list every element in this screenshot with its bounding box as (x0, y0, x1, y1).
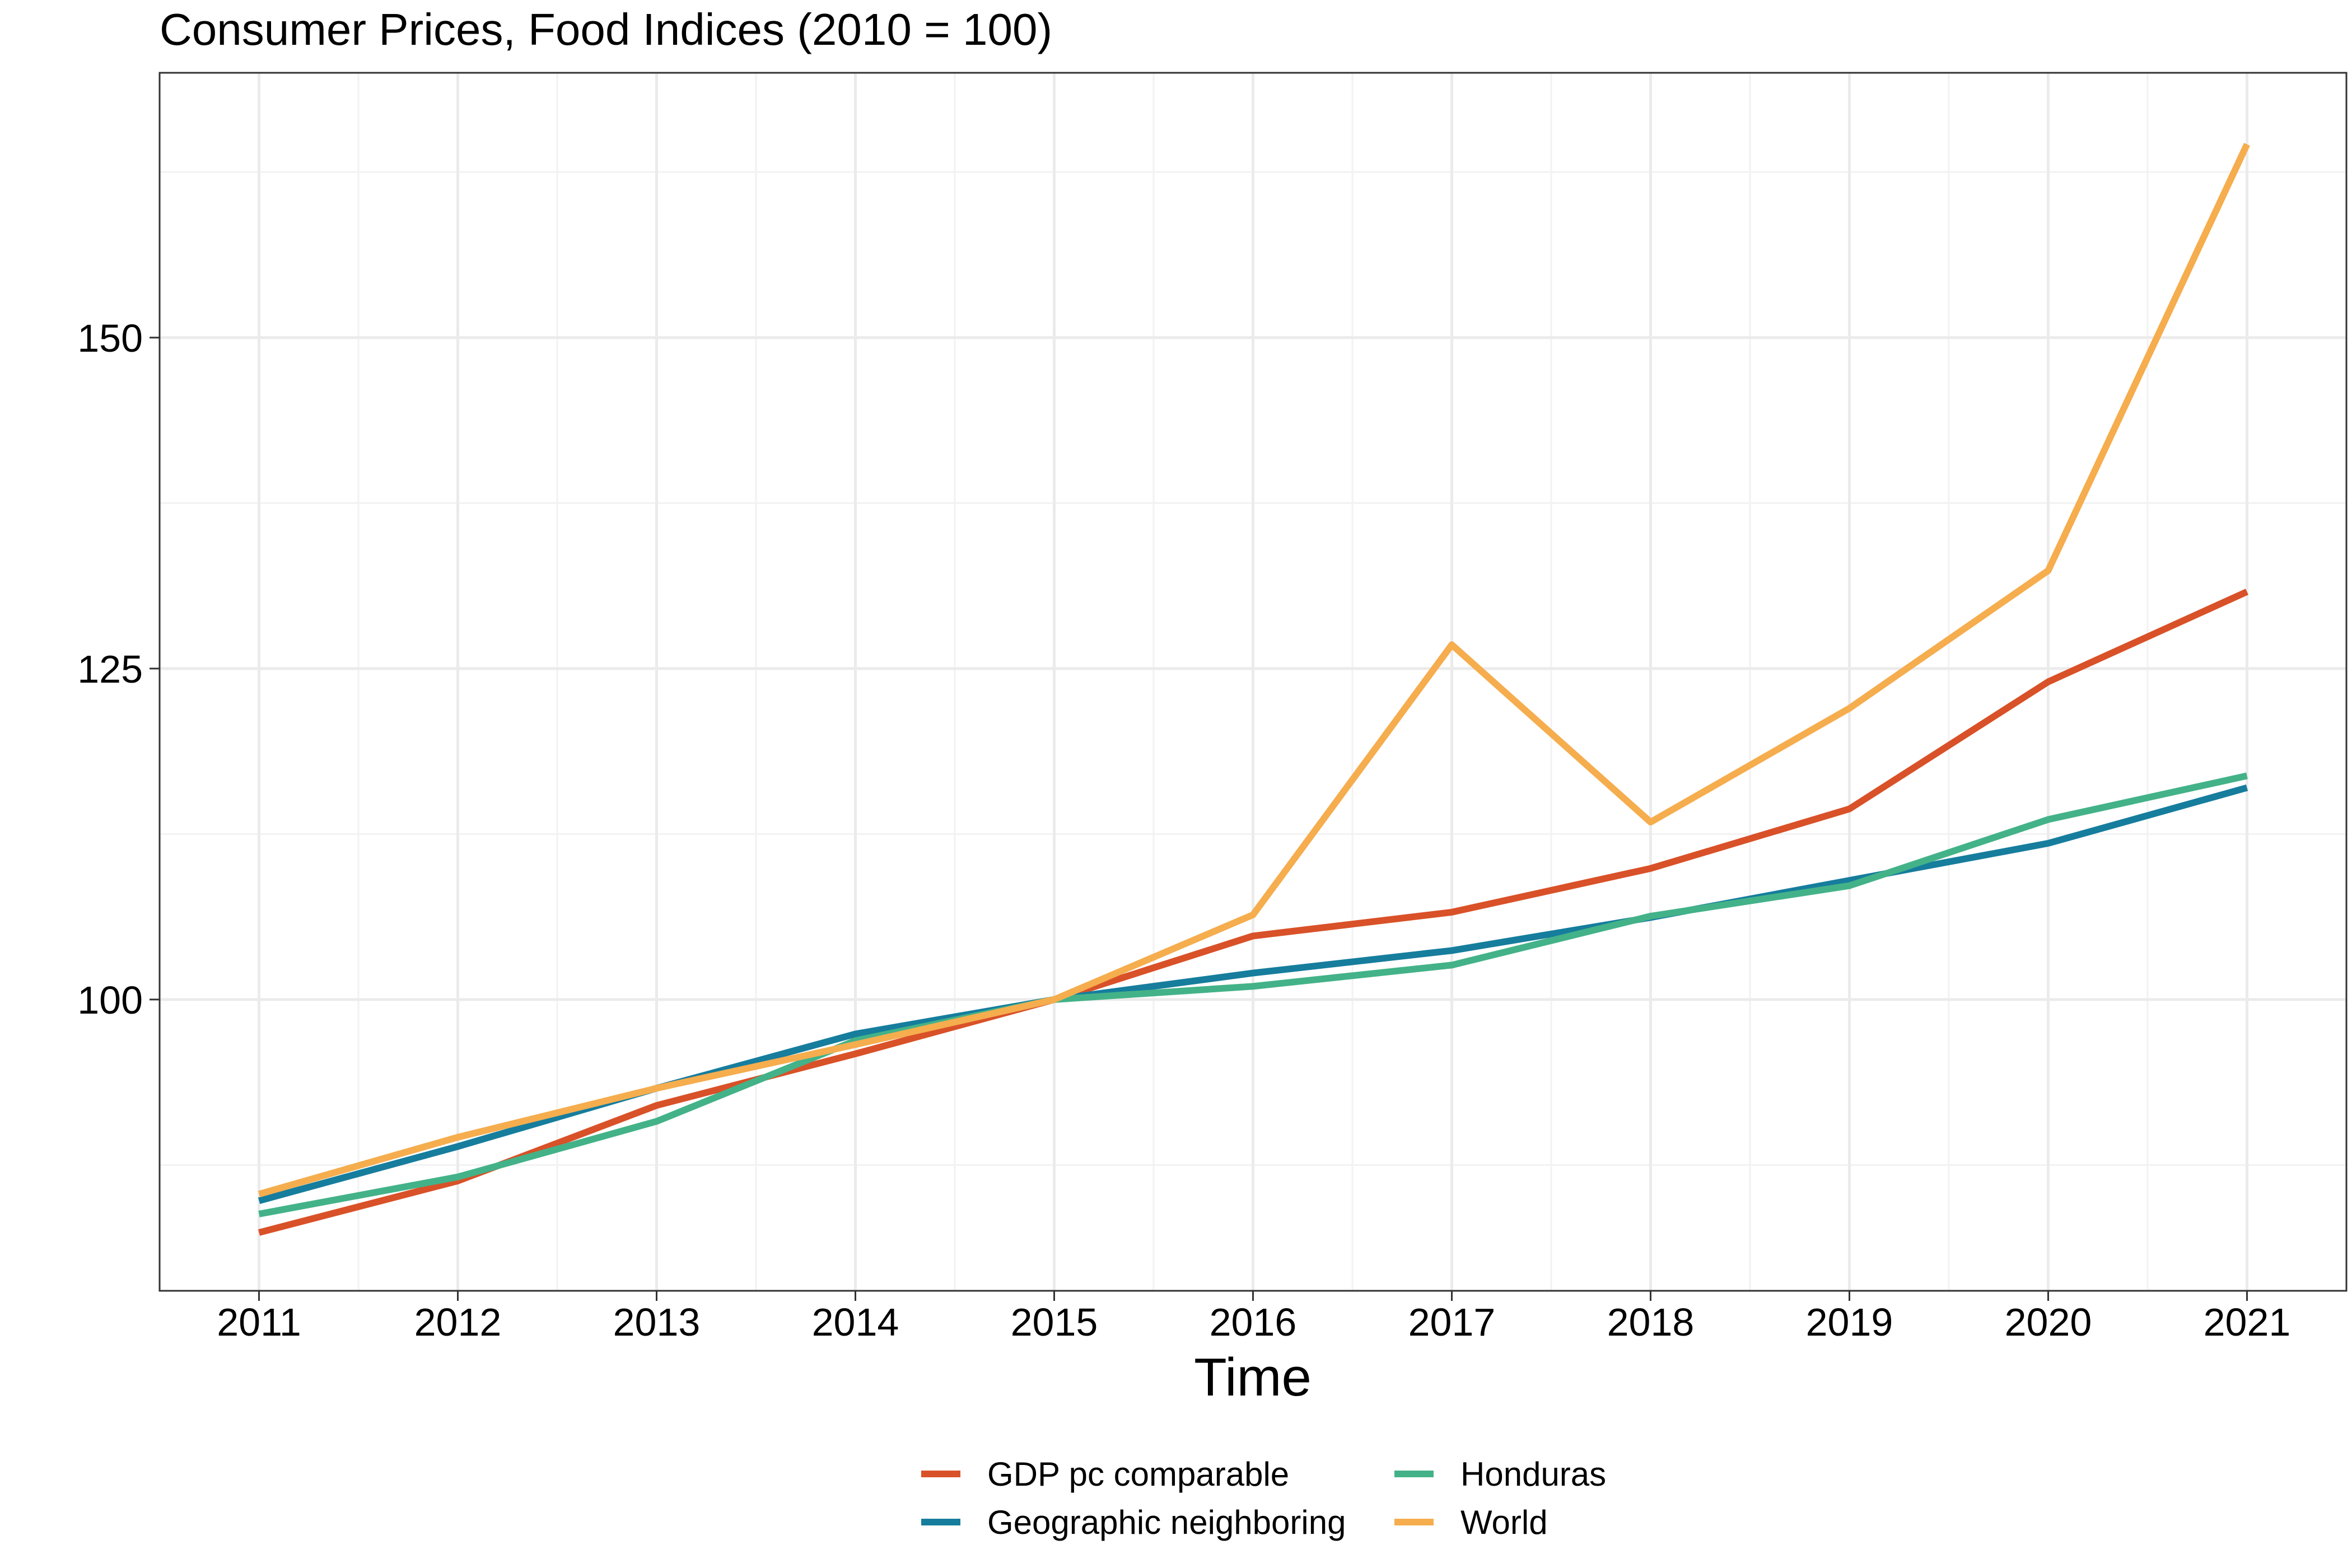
legend-item-gdp-pc-comparable: GDP pc comparable (921, 1455, 1289, 1493)
x-tick-label: 2019 (1806, 1300, 1893, 1344)
series-lines (258, 143, 2250, 1236)
x-tick-label: 2018 (1607, 1300, 1695, 1344)
series-line-gdp-pc-comparable (258, 589, 2248, 1236)
x-tick-label: 2013 (613, 1300, 701, 1344)
legend: GDP pc comparable Geographic neighboring H… (921, 1455, 1606, 1541)
legend-label: Geographic neighboring (987, 1504, 1346, 1541)
x-axis-title: Time (1194, 1347, 1312, 1407)
x-tick-label: 2014 (812, 1300, 899, 1344)
x-tick-label: 2016 (1210, 1300, 1297, 1344)
series-line-honduras (258, 772, 2248, 1217)
legend-item-world: World (1394, 1504, 1548, 1541)
series-line-world (258, 143, 2250, 1198)
legend-label: Honduras (1460, 1455, 1606, 1493)
x-tick-label: 2017 (1408, 1300, 1496, 1344)
major-gridlines (160, 73, 2346, 1291)
x-tick-label: 2012 (414, 1300, 502, 1344)
x-axis: 2011 2012 2013 2014 2015 2016 2017 2018 2019 2020… (217, 1291, 2290, 1344)
y-axis: 100 125 150 (77, 316, 160, 1022)
x-tick-label: 2015 (1011, 1300, 1098, 1344)
legend-item-honduras: Honduras (1394, 1455, 1606, 1493)
y-tick-label: 150 (77, 316, 143, 360)
legend-label: GDP pc comparable (987, 1455, 1289, 1493)
legend-label: World (1460, 1504, 1548, 1541)
x-tick-label: 2020 (2005, 1300, 2092, 1344)
legend-item-geographic-neighboring: Geographic neighboring (921, 1504, 1346, 1541)
x-tick-label: 2011 (217, 1300, 301, 1344)
plot-panel (158, 72, 2348, 1292)
chart-title: Consumer Prices, Food Indices (2010 = 10… (160, 4, 1052, 54)
y-tick-label: 125 (77, 647, 143, 691)
x-tick-label: 2021 (2204, 1300, 2291, 1344)
y-tick-label: 100 (77, 978, 143, 1022)
